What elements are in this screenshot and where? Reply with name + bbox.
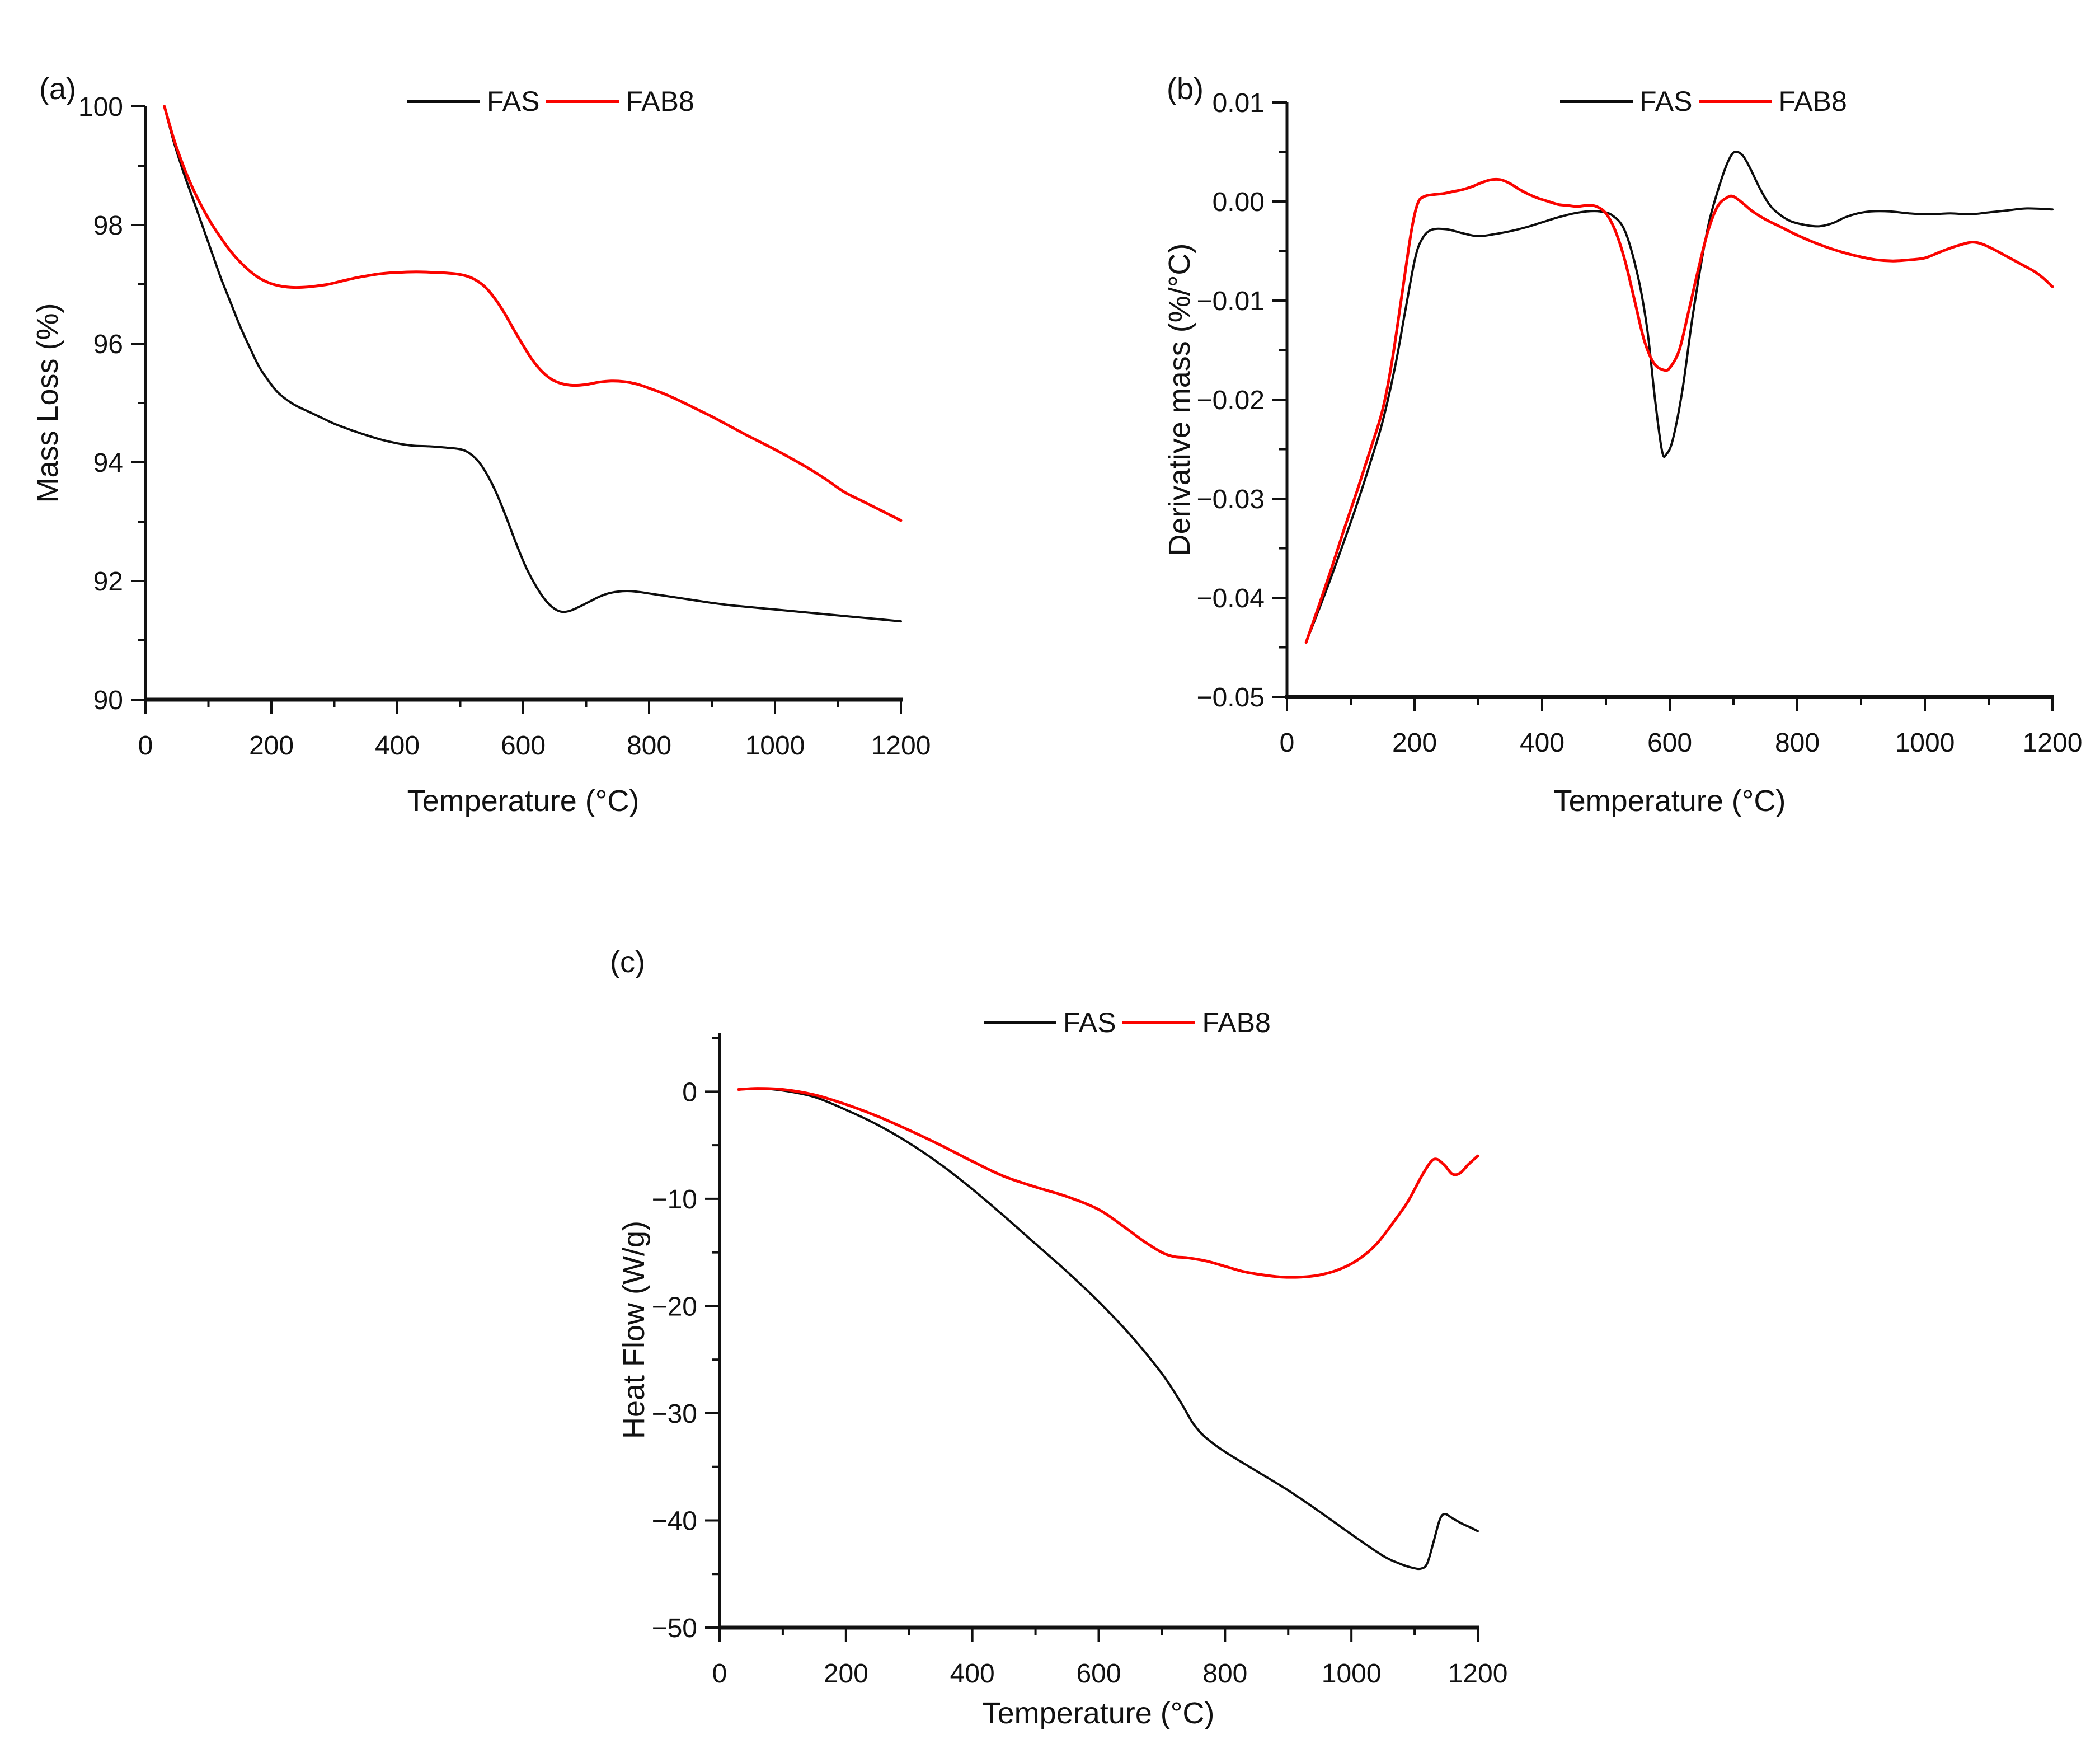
legend-line-fas-b — [1560, 100, 1633, 103]
y-tick-label: −30 — [652, 1399, 697, 1429]
y-axis-title-c: Heat Flow (W/g) — [617, 1220, 651, 1440]
x-tick-label: 200 — [824, 1659, 868, 1689]
x-axis-title-b: Temperature (°C) — [1553, 784, 1786, 818]
x-tick-label: 1000 — [1895, 728, 1955, 758]
panel-letter-b: (b) — [1167, 72, 1204, 106]
y-tick-label: −0.03 — [1197, 485, 1265, 514]
y-tick-label: −50 — [652, 1614, 697, 1643]
legend-line-fas-c — [984, 1021, 1056, 1024]
x-tick-label: 1000 — [1322, 1659, 1382, 1689]
legend-label-fab8-c: FAB8 — [1202, 1007, 1271, 1038]
legend-label-fab8-b: FAB8 — [1778, 86, 1847, 117]
x-tick-label: 400 — [375, 731, 420, 761]
y-axis-title-a: Mass Loss (%) — [31, 303, 64, 503]
x-tick-label: 800 — [1775, 728, 1820, 758]
curve-fab8-b — [1304, 177, 2054, 644]
axes — [1272, 101, 2054, 711]
y-tick-label: −0.05 — [1197, 683, 1265, 713]
y-tick-label: 92 — [93, 567, 123, 597]
panel-letter-a: (a) — [39, 72, 76, 106]
x-tick-label: 800 — [1202, 1659, 1247, 1689]
legend-b: FAS FAB8 — [1560, 85, 1847, 118]
x-tick-label: 200 — [1392, 728, 1437, 758]
panel-a: 0 200 400 600 800 1000 1200 100 98 96 94 92 90 — [78, 92, 931, 761]
x-tick-label: 600 — [1076, 1659, 1121, 1689]
panel-b: 0 200 400 600 800 1000 1200 0.01 0.00 −0.01 −0.02 −… — [1197, 88, 2083, 758]
y-tick-label: −20 — [652, 1292, 697, 1321]
x-axis-title-c: Temperature (°C) — [982, 1696, 1215, 1730]
x-tick-label: 600 — [1647, 728, 1692, 758]
y-tick-label: 94 — [93, 448, 123, 478]
y-tick-label: −40 — [652, 1506, 697, 1536]
y-tick-label: −0.01 — [1197, 287, 1265, 316]
curve-fab8-a — [163, 105, 903, 522]
legend-a: FAS FAB8 — [407, 85, 694, 118]
x-axis-title-a: Temperature (°C) — [407, 784, 640, 818]
x-tick-label: 1200 — [2023, 728, 2083, 758]
y-tick-label: 0.00 — [1213, 188, 1265, 217]
legend-label-fab8-a: FAB8 — [626, 86, 694, 117]
y-tick-label: 0 — [682, 1077, 697, 1107]
y-tick-label: −0.04 — [1197, 584, 1265, 613]
legend-line-fab8-b — [1699, 100, 1772, 103]
axes — [131, 105, 903, 714]
legend-line-fas-a — [407, 100, 480, 103]
panel-c: 0 200 400 600 800 1000 1200 0 −10 −20 −30 −40 −50 — [652, 1033, 1508, 1689]
legend-line-fab8-a — [546, 100, 619, 103]
x-tick-label: 0 — [1280, 728, 1295, 758]
panel-letter-c: (c) — [610, 945, 645, 979]
legend-label-fas-c: FAS — [1063, 1007, 1116, 1038]
x-tick-label: 800 — [627, 731, 671, 761]
y-tick-label: 90 — [93, 686, 123, 715]
x-tick-label: 1000 — [745, 731, 805, 761]
legend-label-fas-a: FAS — [487, 86, 540, 117]
legend-line-fab8-c — [1122, 1021, 1196, 1024]
x-tick-label: 400 — [950, 1659, 995, 1689]
y-tick-label: 96 — [93, 330, 123, 359]
axes — [705, 1033, 1479, 1642]
curve-fas-b — [1305, 151, 2054, 644]
y-tick-label: 98 — [93, 211, 123, 241]
x-tick-label: 600 — [501, 731, 546, 761]
y-tick-label: −0.02 — [1197, 386, 1265, 415]
curve-fas-a — [163, 105, 902, 623]
x-tick-label: 400 — [1520, 728, 1565, 758]
x-tick-label: 1200 — [1448, 1659, 1508, 1689]
x-tick-label: 0 — [712, 1659, 727, 1689]
y-axis-title-b: Derivative mass (%/°C) — [1163, 243, 1196, 556]
legend-c: FAS FAB8 — [984, 1006, 1271, 1039]
legend-label-fas-b: FAS — [1639, 86, 1693, 117]
y-tick-label: 0.01 — [1213, 88, 1265, 118]
x-tick-label: 0 — [138, 731, 153, 761]
curve-fas-c — [737, 1087, 1479, 1571]
y-tick-label: 100 — [78, 92, 123, 122]
curve-fab8-c — [737, 1087, 1479, 1279]
x-tick-label: 1200 — [871, 731, 931, 761]
x-tick-label: 200 — [249, 731, 294, 761]
y-tick-label: −10 — [652, 1185, 697, 1215]
